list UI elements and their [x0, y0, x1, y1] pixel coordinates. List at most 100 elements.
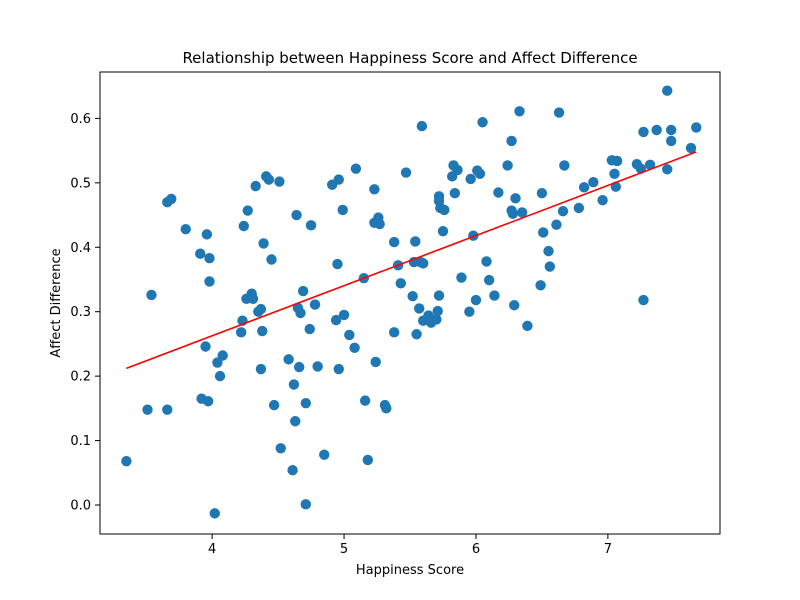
y-tick-label: 0.2	[70, 370, 91, 385]
data-point	[258, 238, 269, 249]
data-point	[242, 205, 253, 216]
data-point	[202, 396, 214, 407]
data-point	[333, 363, 344, 375]
data-point	[217, 350, 228, 361]
data-point	[578, 182, 590, 193]
data-point	[200, 341, 211, 352]
data-point	[432, 305, 443, 317]
data-point	[685, 142, 697, 154]
data-point	[338, 309, 350, 321]
data-point	[288, 379, 300, 390]
data-point	[588, 176, 599, 188]
data-point	[255, 363, 267, 375]
data-point	[209, 508, 220, 519]
data-point	[416, 120, 428, 132]
data-point	[665, 124, 677, 136]
data-point	[665, 135, 677, 147]
data-point	[481, 256, 492, 267]
data-point	[349, 342, 360, 353]
data-point	[266, 254, 277, 265]
trend-line	[126, 151, 697, 370]
data-point	[506, 135, 517, 147]
data-point	[400, 167, 412, 178]
data-point	[407, 291, 418, 302]
data-point	[204, 253, 215, 264]
data-point	[609, 168, 620, 180]
data-point	[433, 290, 445, 301]
data-point	[691, 122, 702, 133]
data-point	[195, 248, 206, 259]
data-point	[166, 193, 177, 205]
data-point	[477, 117, 488, 128]
data-point	[536, 187, 548, 199]
plot-area	[99, 71, 721, 535]
data-point	[431, 314, 442, 325]
data-point	[452, 164, 463, 176]
data-point	[551, 219, 562, 230]
data-point	[332, 258, 343, 270]
data-point	[309, 299, 321, 310]
data-point	[312, 361, 323, 372]
data-point	[333, 174, 344, 185]
data-point	[417, 258, 429, 269]
data-point	[514, 106, 525, 117]
data-point	[638, 126, 649, 138]
data-point	[543, 245, 554, 257]
data-point	[437, 225, 449, 237]
data-point	[470, 294, 482, 306]
data-point	[573, 202, 585, 214]
chart-title: Relationship between Happiness Score and…	[182, 49, 637, 67]
data-point	[275, 443, 286, 454]
data-point	[293, 361, 305, 373]
data-point	[369, 184, 380, 195]
data-point	[464, 306, 475, 317]
data-point	[410, 236, 421, 247]
data-point	[502, 160, 513, 171]
data-point	[509, 300, 520, 311]
data-point	[381, 403, 392, 414]
y-tick-label: 0.5	[70, 176, 91, 191]
data-point	[297, 285, 309, 297]
data-point	[204, 276, 215, 287]
data-point	[362, 454, 373, 466]
data-point	[374, 218, 385, 230]
data-point	[121, 455, 132, 467]
y-tick-label: 0.6	[70, 112, 91, 127]
data-point	[510, 193, 521, 204]
data-point	[559, 160, 570, 171]
x-tick-label: 4	[208, 542, 216, 557]
data-point	[414, 303, 425, 314]
data-point	[439, 204, 450, 216]
data-point	[238, 220, 249, 232]
y-axis-label: Affect Difference	[49, 248, 64, 357]
data-point	[319, 449, 330, 460]
data-point	[553, 107, 565, 118]
data-point	[305, 220, 317, 231]
data-point	[388, 327, 400, 338]
data-point	[295, 307, 306, 319]
data-point	[350, 163, 362, 174]
data-point	[411, 329, 422, 340]
data-point	[180, 224, 191, 235]
data-point	[146, 289, 157, 301]
data-point	[268, 399, 280, 411]
data-point	[287, 465, 298, 476]
data-point	[516, 207, 528, 218]
data-point	[290, 416, 301, 427]
data-point	[344, 329, 355, 341]
data-point	[274, 176, 285, 187]
data-point	[300, 499, 311, 510]
data-point	[257, 325, 268, 337]
data-point	[235, 327, 247, 338]
data-point	[214, 370, 226, 382]
data-point	[291, 209, 302, 221]
data-point	[544, 261, 556, 272]
data-point	[535, 280, 546, 291]
data-point	[538, 227, 549, 238]
data-point	[162, 404, 173, 415]
data-point	[142, 404, 153, 415]
data-point	[330, 314, 342, 326]
data-point	[449, 187, 461, 199]
